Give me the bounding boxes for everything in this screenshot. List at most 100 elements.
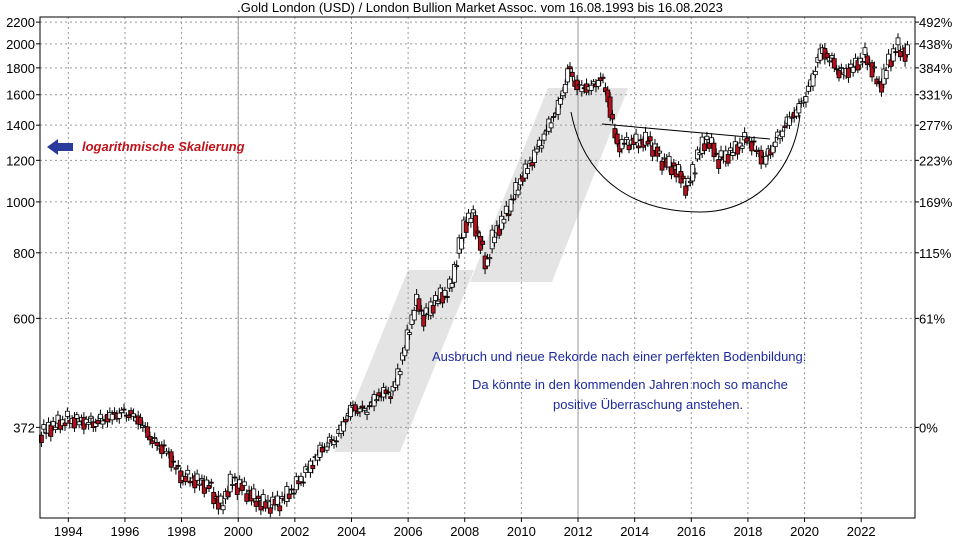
candle-body: [624, 136, 630, 140]
y2-tick-label: 61%: [919, 311, 945, 326]
candle-body: [510, 198, 516, 201]
candle-body: [435, 300, 441, 304]
candle-body: [754, 149, 759, 153]
candle-body: [671, 162, 677, 167]
candle-body: [763, 155, 769, 165]
candle-body: [197, 483, 202, 486]
y2-tick-label: 438%: [919, 37, 953, 52]
candle-body: [343, 419, 349, 423]
plot-frame: [39, 16, 916, 519]
candle-body: [121, 408, 127, 411]
candle-body: [600, 76, 606, 79]
candle-body: [72, 416, 77, 429]
y2-tick-label: 223%: [919, 153, 953, 168]
log-scale-label: logarithmische Skalierung: [82, 139, 245, 154]
candle-body: [475, 230, 481, 234]
candle-body: [772, 141, 778, 148]
candle-body: [41, 424, 47, 430]
y-tick-label: 1400: [6, 118, 35, 133]
x-tick-label: 1998: [167, 524, 196, 539]
candle-body: [813, 71, 818, 76]
candle-body: [416, 298, 422, 312]
candle-body: [872, 66, 877, 69]
candle-body: [782, 125, 788, 128]
candle-body: [836, 70, 842, 79]
candle-body: [558, 98, 563, 105]
candle-body: [385, 391, 391, 394]
candle-body: [591, 81, 597, 85]
y-axis-left: 372 600 800 1000 1200 1400 1600 1800 2000 2200: [6, 15, 40, 435]
candle-body: [277, 505, 283, 512]
candle-body: [846, 67, 851, 78]
candle-body: [470, 209, 476, 214]
candle-body: [182, 476, 188, 483]
candle-body: [834, 68, 840, 71]
candle-body: [86, 422, 92, 425]
candle-body: [100, 420, 106, 425]
candle-body: [274, 495, 280, 505]
candle-body: [803, 96, 809, 103]
candle-body: [359, 405, 365, 408]
candle-body: [253, 500, 259, 507]
neckline: [601, 123, 771, 140]
candle-body: [890, 48, 896, 62]
candle-body: [610, 113, 615, 120]
candle-body: [473, 215, 479, 237]
candle-body: [739, 145, 745, 149]
candle-body: [95, 420, 101, 425]
candle-body: [173, 467, 179, 470]
candle-body: [645, 140, 651, 145]
y2-tick-label: 384%: [919, 61, 953, 76]
x-tick-label: 2008: [450, 524, 479, 539]
candle-body: [289, 488, 294, 491]
candle-body: [251, 488, 257, 500]
candle-body: [534, 148, 540, 153]
x-tick-label: 2010: [507, 524, 536, 539]
candle-body: [241, 481, 247, 486]
axes: [39, 16, 916, 519]
candle-body: [64, 410, 70, 417]
candle-body: [725, 154, 731, 164]
candle-body: [76, 421, 82, 426]
candle-body: [562, 83, 568, 94]
candle-body: [687, 180, 693, 183]
y-tick-label: 1200: [6, 153, 35, 168]
candle-body: [588, 84, 594, 91]
candle-body: [367, 405, 372, 408]
y-tick-label: 600: [13, 311, 35, 326]
candle-body: [442, 290, 448, 297]
candle-body: [53, 426, 58, 430]
candle-body: [810, 73, 816, 87]
comment-line-2: Da könnte in den kommenden Jahren noch s…: [472, 377, 788, 392]
candle-body: [459, 238, 464, 250]
candle-body: [666, 155, 672, 168]
chart-title: .Gold London (USD) / London Bullion Mark…: [237, 0, 723, 15]
candle-body: [310, 464, 316, 470]
candle-body: [397, 371, 403, 376]
candle-body: [692, 172, 698, 175]
candle-body: [595, 80, 601, 87]
candle-body: [265, 499, 271, 503]
y-tick-label: 1000: [6, 195, 35, 210]
candle-body: [154, 441, 160, 446]
candle-body: [680, 175, 686, 179]
candle-body: [341, 421, 346, 432]
candle-body: [421, 315, 427, 327]
candle-body: [185, 469, 191, 475]
y-tick-label: 1800: [6, 61, 35, 76]
candle-body: [463, 221, 469, 233]
candle-body: [48, 424, 54, 437]
candle-body: [138, 417, 143, 425]
y2-tick-label: 169%: [919, 195, 953, 210]
candle-body: [411, 309, 417, 321]
candle-body: [376, 392, 382, 397]
candle-body: [433, 295, 438, 301]
candle-body: [291, 492, 297, 495]
candle-body: [551, 116, 556, 118]
x-tick-label: 2016: [677, 524, 706, 539]
candle-body: [168, 451, 174, 468]
candle-body: [683, 185, 689, 196]
x-tick-label: 2012: [564, 524, 593, 539]
candle-body: [869, 62, 875, 78]
candle-body: [829, 55, 835, 59]
